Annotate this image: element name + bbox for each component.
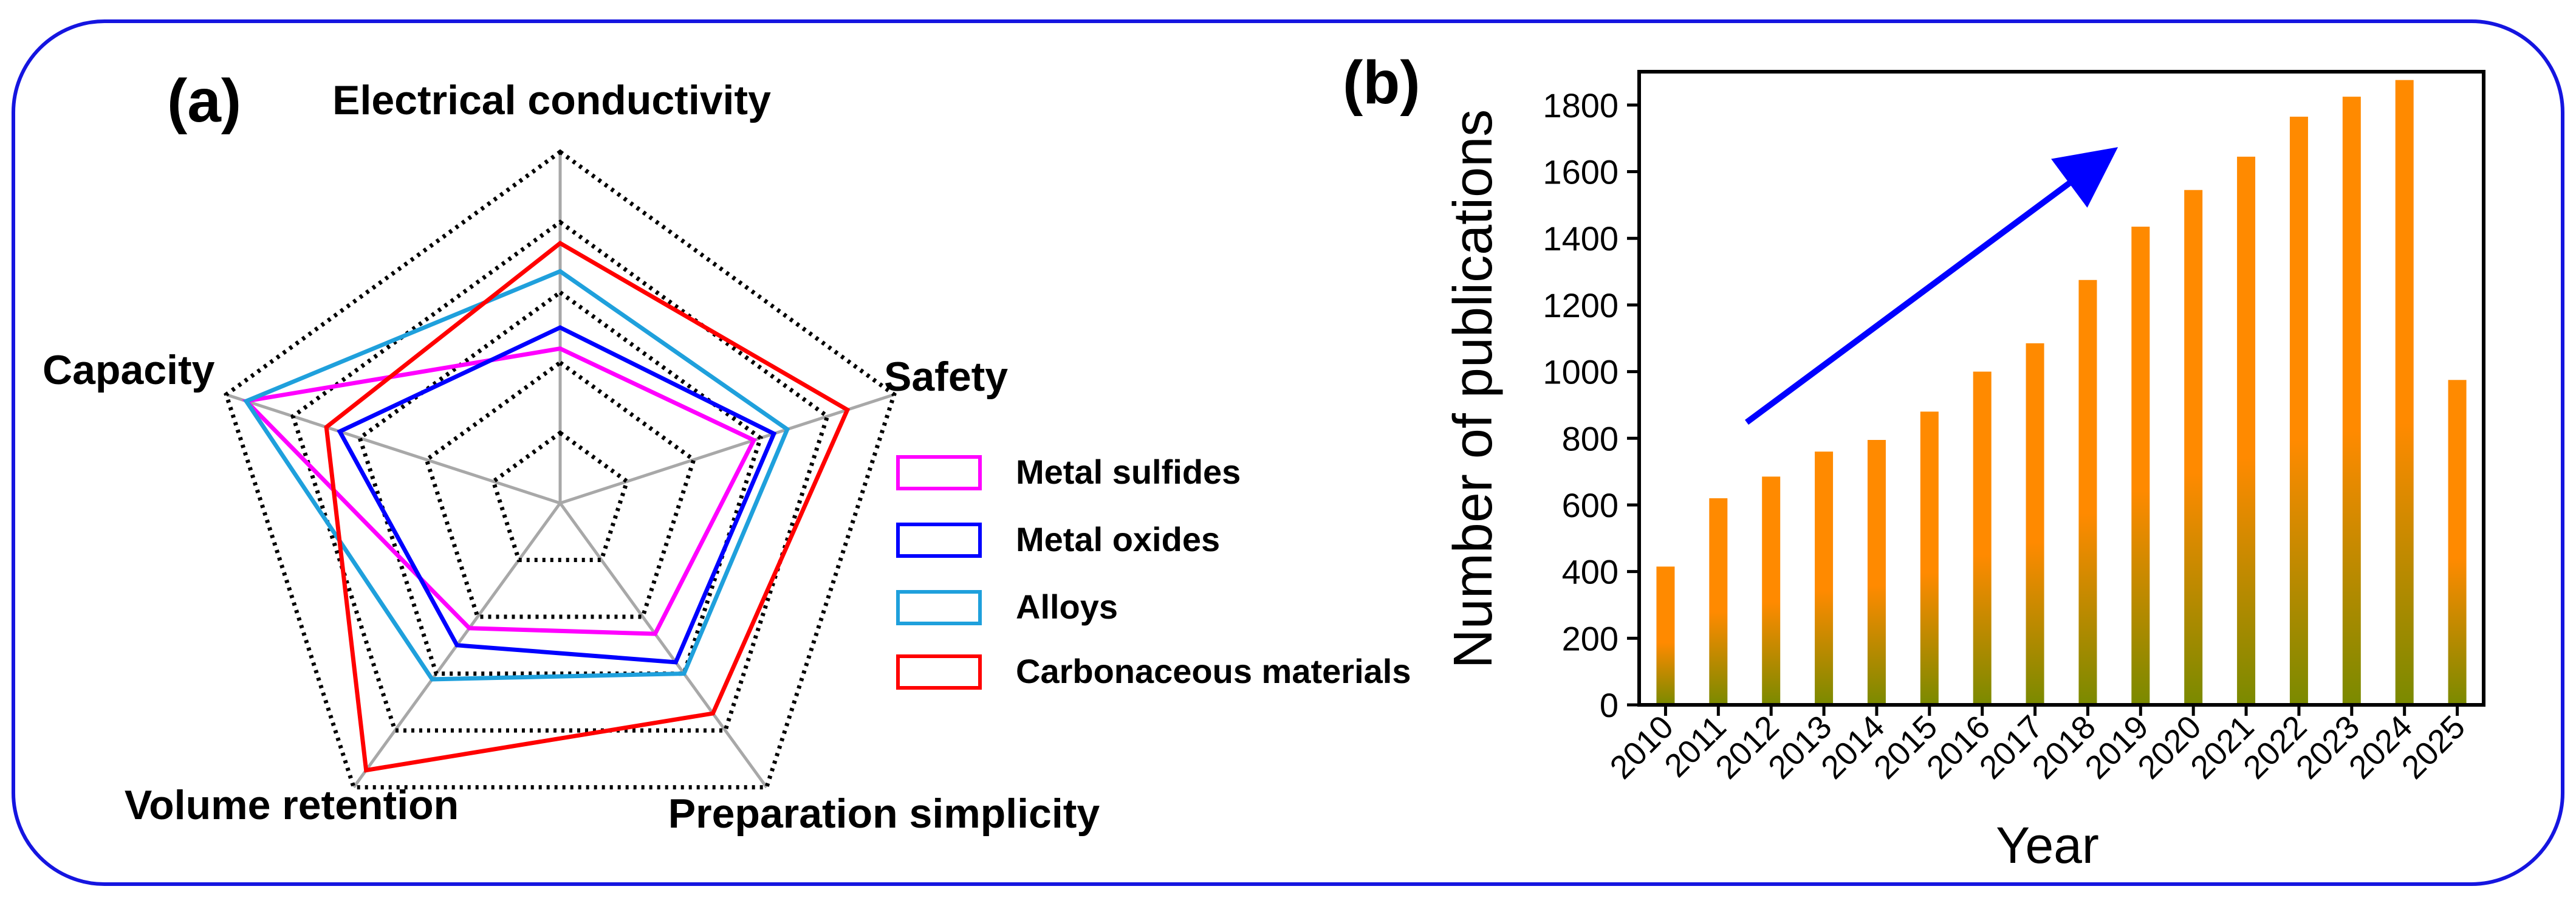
bar-2020 bbox=[2184, 190, 2203, 705]
legend-label-alloys: Alloys bbox=[1016, 588, 1118, 626]
bar-2024 bbox=[2395, 80, 2414, 705]
bar-chart-plot-frame bbox=[1637, 70, 2485, 707]
radar-grid-level-3 bbox=[357, 289, 763, 676]
radar-chart bbox=[224, 149, 897, 790]
legend-swatch-carbonaceous-materials bbox=[896, 654, 982, 690]
legend-item-metal-sulfides: Metal sulfides bbox=[896, 453, 1241, 491]
bar-2016 bbox=[1973, 371, 1992, 705]
radar-series-alloys bbox=[242, 269, 790, 682]
y-tick-label-1800: 1800 bbox=[1543, 86, 1619, 125]
radar-legend: Metal sulfides Metal oxides Alloys Carbo… bbox=[896, 453, 1411, 690]
bar-2022 bbox=[2289, 117, 2308, 705]
bar-2023 bbox=[2342, 97, 2361, 705]
y-tick-label-0: 0 bbox=[1600, 686, 1619, 724]
panel-b-label: (b) bbox=[1343, 49, 1420, 117]
y-tick-label-600: 600 bbox=[1562, 486, 1619, 524]
radar-axis-label-capacity: Capacity bbox=[43, 347, 215, 393]
y-tick-label-800: 800 bbox=[1562, 419, 1619, 458]
y-tick-label-1000: 1000 bbox=[1543, 353, 1619, 391]
bar-chart-xlabel: Year bbox=[1996, 817, 2099, 874]
bar-2014 bbox=[1867, 440, 1886, 705]
figure-frame bbox=[12, 19, 2564, 886]
bar-chart: 0200400600800100012001400160018002010201… bbox=[1543, 70, 2485, 786]
bar-chart-ylabel: Number of publications bbox=[1443, 109, 1504, 668]
y-tick-label-1400: 1400 bbox=[1543, 219, 1619, 258]
y-tick-label-200: 200 bbox=[1562, 619, 1619, 657]
bar-2017 bbox=[2026, 343, 2044, 705]
radar-spoke-preparation-simplicity bbox=[558, 502, 768, 789]
radar-grid-level-2 bbox=[424, 360, 696, 619]
legend-swatch-alloys bbox=[896, 590, 982, 625]
bar-2013 bbox=[1815, 451, 1834, 705]
radar-series-metal-sulfides bbox=[242, 346, 757, 636]
bar-2010 bbox=[1656, 566, 1675, 705]
legend-label-metal-oxides: Metal oxides bbox=[1016, 520, 1220, 558]
legend-swatch-metal-sulfides bbox=[896, 455, 982, 490]
radar-spoke-capacity bbox=[225, 393, 561, 505]
y-tick-label-400: 400 bbox=[1562, 553, 1619, 591]
bar-2018 bbox=[2078, 280, 2097, 705]
legend-item-metal-oxides: Metal oxides bbox=[896, 520, 1220, 558]
panel-a-label: (a) bbox=[167, 67, 241, 135]
bar-2021 bbox=[2237, 156, 2256, 705]
legend-label-carbonaceous-materials: Carbonaceous materials bbox=[1016, 652, 1411, 690]
radar-spoke-safety bbox=[560, 393, 895, 505]
radar-series-carbonaceous-materials bbox=[324, 241, 851, 773]
y-tick-label-1600: 1600 bbox=[1543, 153, 1619, 191]
radar-axis-label-volume-retention: Volume retention bbox=[125, 782, 459, 828]
bar-2019 bbox=[2131, 227, 2150, 705]
bar-2012 bbox=[1762, 476, 1781, 705]
radar-axis-label-safety: Safety bbox=[884, 354, 1008, 400]
radar-grid-level-1 bbox=[490, 430, 630, 563]
radar-axis-label-electrical-conductivity: Electrical conductivity bbox=[332, 77, 771, 123]
trend-arrow bbox=[1745, 147, 2119, 425]
y-tick-label-1200: 1200 bbox=[1543, 286, 1619, 324]
radar-series-metal-oxides bbox=[337, 325, 777, 665]
legend-swatch-metal-oxides bbox=[896, 523, 982, 558]
radar-axis-label-preparation-simplicity: Preparation simplicity bbox=[668, 791, 1100, 837]
legend-label-metal-sulfides: Metal sulfides bbox=[1016, 453, 1241, 491]
legend-item-alloys: Alloys bbox=[896, 588, 1118, 626]
bar-2025 bbox=[2448, 380, 2467, 705]
bar-2011 bbox=[1709, 498, 1728, 705]
bar-2015 bbox=[1920, 411, 1939, 705]
legend-item-carbonaceous-materials: Carbonaceous materials bbox=[896, 652, 1411, 690]
